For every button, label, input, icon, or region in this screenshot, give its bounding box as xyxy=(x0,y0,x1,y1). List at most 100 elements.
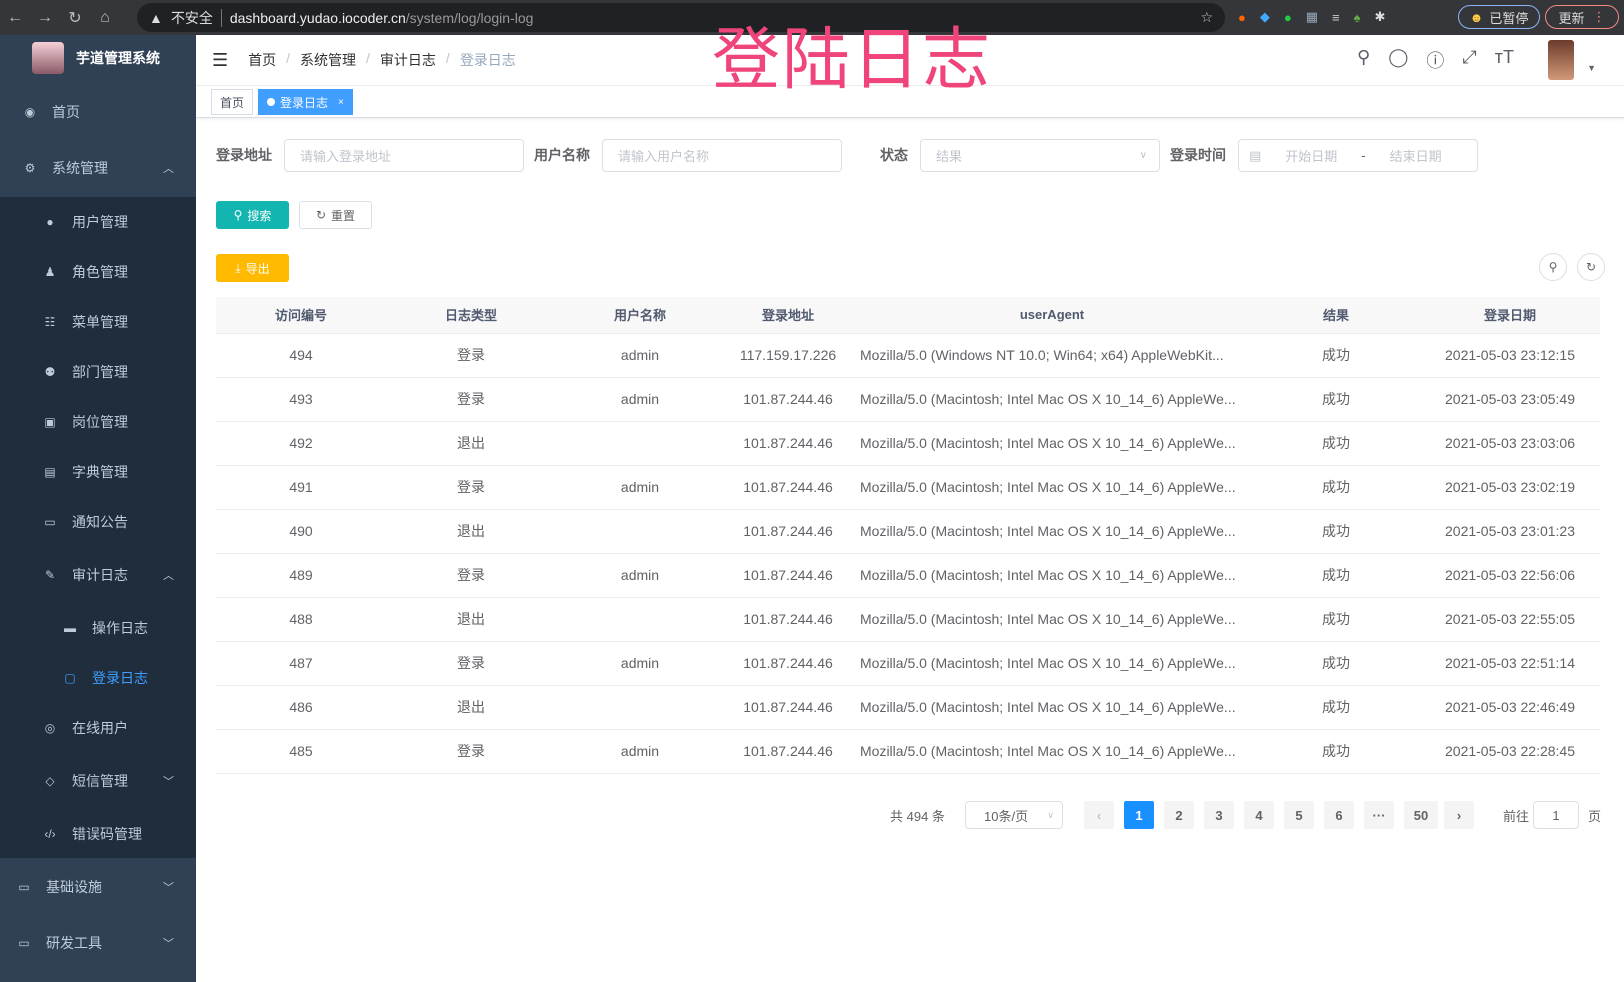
sidebar-item[interactable]: ▭ 通知公告 xyxy=(0,510,196,534)
date-range-picker[interactable]: ▤ 开始日期 - 结束日期 xyxy=(1238,139,1478,172)
page-button[interactable]: 2 xyxy=(1164,801,1194,829)
page-button[interactable]: 3 xyxy=(1204,801,1234,829)
table-cell: 101.87.244.46 xyxy=(724,553,852,598)
sidebar-item[interactable]: ✎ 审计日志 ︿ xyxy=(0,563,196,587)
sidebar-item-label: 角色管理 xyxy=(72,264,128,280)
table-cell: 2021-05-03 22:51:14 xyxy=(1420,641,1600,686)
back-icon[interactable]: ← xyxy=(7,8,23,26)
username-label: 用户名称 xyxy=(534,147,590,163)
export-button[interactable]: ⤓ 导出 xyxy=(216,254,289,282)
username-input[interactable]: 请输入用户名称 xyxy=(602,139,842,172)
table-cell: 493 xyxy=(216,377,386,422)
table-cell: 117.159.17.226 xyxy=(724,333,852,378)
hamburger-icon[interactable]: ☰ xyxy=(212,49,229,70)
table-cell: 2021-05-03 23:12:15 xyxy=(1420,333,1600,378)
forward-icon[interactable]: → xyxy=(37,8,53,26)
table-cell: admin xyxy=(556,641,724,686)
table-cell: 成功 xyxy=(1252,465,1420,510)
sidebar-item[interactable]: ⚉ 部门管理 xyxy=(0,360,196,384)
sidebar-item-label: 通知公告 xyxy=(72,514,128,530)
bookmark-star-icon[interactable]: ☆ xyxy=(1200,9,1213,25)
user-avatar[interactable] xyxy=(1548,40,1574,80)
sidebar-item[interactable]: ♟ 角色管理 xyxy=(0,260,196,284)
start-date[interactable]: 开始日期 xyxy=(1285,149,1338,164)
page-size-value: 10条/页 xyxy=(984,808,1029,824)
table-cell: 101.87.244.46 xyxy=(724,377,852,422)
caret-down-icon[interactable]: ▼ xyxy=(1587,63,1596,73)
search-button[interactable]: ⚲ 搜索 xyxy=(216,201,289,229)
time-label: 登录时间 xyxy=(1170,147,1226,163)
sidebar-item[interactable]: ▭ 研发工具 ﹀ xyxy=(0,931,196,955)
extension-icons[interactable]: ● ◆ ● ▦ ≡ ♠ ✱ xyxy=(1238,5,1418,29)
end-date[interactable]: 结束日期 xyxy=(1389,149,1442,164)
fullscreen-icon[interactable]: ⤢ xyxy=(1462,47,1477,67)
extension-icon: ▦ xyxy=(1305,9,1319,24)
sidebar-item-label: 登录日志 xyxy=(92,670,148,686)
github-icon[interactable]: ◯ xyxy=(1388,47,1409,67)
address-bar[interactable]: ▲ 不安全 dashboard.yudao.iocoder.cn/system/… xyxy=(137,3,1225,32)
refresh-icon: ↻ xyxy=(1585,260,1597,274)
role-icon: ♟ xyxy=(44,265,56,279)
breadcrumb-item[interactable]: 首页 xyxy=(248,52,277,68)
reset-button[interactable]: ↻ 重置 xyxy=(299,201,372,229)
breadcrumb-item[interactable]: 系统管理 xyxy=(300,52,357,68)
tags-view: 首页 登录日志 × xyxy=(196,86,1624,118)
table-cell: Mozilla/5.0 (Macintosh; Intel Mac OS X 1… xyxy=(852,509,1252,554)
toggle-search-button[interactable]: ⚲ xyxy=(1539,253,1567,281)
sidebar-item[interactable]: ▤ 字典管理 xyxy=(0,460,196,484)
security-label: 不安全 xyxy=(170,9,213,26)
page-button[interactable]: 1 xyxy=(1124,801,1154,829)
table-cell: Mozilla/5.0 (Macintosh; Intel Mac OS X 1… xyxy=(852,377,1252,422)
ip-label: 登录地址 xyxy=(216,147,272,163)
sidebar-logo[interactable]: 芋道管理系统 xyxy=(0,35,196,81)
close-icon[interactable]: × xyxy=(338,96,344,108)
status-select[interactable]: 结果 ∨ xyxy=(920,139,1160,172)
page-button[interactable]: 6 xyxy=(1324,801,1354,829)
table-row: 486 退出 101.87.244.46 Mozilla/5.0 (Macintosh… xyxy=(216,685,1600,730)
page-button[interactable]: 4 xyxy=(1244,801,1274,829)
profile-button[interactable]: ☻ 已暂停 xyxy=(1458,5,1540,29)
page-button[interactable]: 5 xyxy=(1284,801,1314,829)
goto-page-input[interactable]: 1 xyxy=(1533,801,1579,829)
sidebar-item[interactable]: ◉ 首页 xyxy=(0,100,196,124)
home-icon[interactable]: ⌂ xyxy=(100,8,110,26)
font-size-icon[interactable]: ᴛT xyxy=(1494,47,1514,67)
update-button[interactable]: 更新 ⋮ xyxy=(1545,5,1619,29)
breadcrumb-item[interactable]: 审计日志 xyxy=(379,52,436,68)
table-cell: 成功 xyxy=(1252,509,1420,554)
table-cell: 101.87.244.46 xyxy=(724,685,852,730)
table-cell: 489 xyxy=(216,553,386,598)
table-cell: 登录 xyxy=(386,333,556,378)
search-icon[interactable]: ⚲ xyxy=(1357,47,1371,67)
page-button[interactable]: 50 xyxy=(1404,801,1438,829)
next-page-button[interactable]: › xyxy=(1444,801,1474,829)
sidebar-item[interactable]: ⚙ 系统管理 ︿ xyxy=(0,156,196,180)
prev-page-button[interactable]: ‹ xyxy=(1084,801,1114,829)
sidebar-item[interactable]: ● 用户管理 xyxy=(0,210,196,234)
help-icon[interactable]: ⓘ xyxy=(1426,51,1445,71)
sidebar-item-label: 错误码管理 xyxy=(72,826,142,842)
page-size-select[interactable]: 10条/页 ∨ xyxy=(965,801,1063,829)
sidebar-item[interactable]: ▬ 操作日志 xyxy=(0,616,196,640)
sidebar-item[interactable]: ▢ 登录日志 xyxy=(0,666,196,690)
sidebar-item[interactable]: ☷ 菜单管理 xyxy=(0,310,196,334)
sidebar-item[interactable]: ▣ 岗位管理 xyxy=(0,410,196,434)
user-icon: ● xyxy=(46,215,54,229)
table-cell: 退出 xyxy=(386,685,556,730)
placeholder: 请输入登录地址 xyxy=(300,149,392,164)
sidebar-item[interactable]: ◇ 短信管理 ﹀ xyxy=(0,769,196,793)
reload-icon[interactable]: ↻ xyxy=(68,9,82,27)
sidebar-item[interactable]: ▭ 基础设施 ﹀ xyxy=(0,875,196,899)
ip-input[interactable]: 请输入登录地址 xyxy=(284,139,524,172)
table-cell: Mozilla/5.0 (Macintosh; Intel Mac OS X 1… xyxy=(852,729,1252,774)
tag-login-log[interactable]: 登录日志 × xyxy=(258,89,353,115)
more-pages-button[interactable]: ··· xyxy=(1364,801,1394,829)
refresh-button[interactable]: ↻ xyxy=(1577,253,1605,281)
table-row: 488 退出 101.87.244.46 Mozilla/5.0 (Macintosh… xyxy=(216,597,1600,642)
tag-home[interactable]: 首页 xyxy=(211,89,254,115)
sidebar-item[interactable]: ◎ 在线用户 xyxy=(0,716,196,740)
sidebar-item[interactable]: ‹/› 错误码管理 xyxy=(0,822,196,846)
table-cell: 退出 xyxy=(386,509,556,554)
table-cell: Mozilla/5.0 (Macintosh; Intel Mac OS X 1… xyxy=(852,553,1252,598)
warning-icon: ▲ xyxy=(149,9,163,26)
